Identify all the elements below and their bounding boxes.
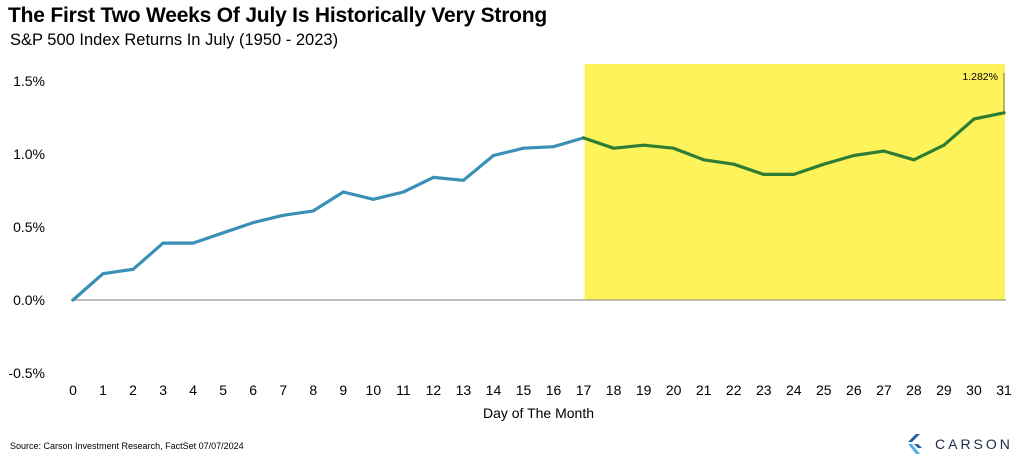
x-tick-label: 23 xyxy=(756,382,772,398)
line-chart: 1.5%1.0%0.5%0.0%-0.5%0 1 2 3 4 5 6 7 8 9 10 11 12 13 1… xyxy=(8,64,1012,421)
x-tick-label: 11 xyxy=(396,382,411,398)
x-tick-label: 12 xyxy=(426,382,442,398)
data-point xyxy=(942,143,946,147)
data-point xyxy=(71,298,75,302)
chart-title: The First Two Weeks Of July Is Historica… xyxy=(8,4,548,27)
y-tick-label: 1.0% xyxy=(13,146,45,162)
chart-subtitle: S&P 500 Index Returns In July (1950 - 20… xyxy=(10,31,339,49)
y-tick-label: 1.5% xyxy=(13,73,45,89)
x-tick-label: 5 xyxy=(219,382,227,398)
x-tick-label: 3 xyxy=(159,382,167,398)
x-tick-label: 1 xyxy=(99,382,107,398)
x-tick-label: 28 xyxy=(906,382,922,398)
data-point xyxy=(582,136,586,140)
data-point xyxy=(882,149,886,153)
x-tick-label: 6 xyxy=(249,382,257,398)
x-tick-label: 14 xyxy=(486,382,502,398)
y-tick-label: -0.5% xyxy=(8,365,45,381)
x-tick-label: 7 xyxy=(279,382,287,398)
data-point xyxy=(852,153,856,157)
data-point xyxy=(311,209,315,213)
data-point xyxy=(612,146,616,150)
highlight-band xyxy=(584,64,1005,300)
data-point xyxy=(521,146,525,150)
x-tick-label: 0 xyxy=(69,382,77,398)
data-point xyxy=(672,146,676,150)
x-tick-label: 29 xyxy=(936,382,952,398)
data-point xyxy=(491,153,495,157)
data-point xyxy=(161,241,165,245)
x-tick-label: 13 xyxy=(456,382,472,398)
y-tick-label: 0.0% xyxy=(13,292,45,308)
data-point xyxy=(431,175,435,179)
x-tick-label: 20 xyxy=(666,382,682,398)
source-note: Source: Carson Investment Research, Fact… xyxy=(10,441,244,451)
data-point xyxy=(461,178,465,182)
x-tick-label: 2 xyxy=(129,382,137,398)
data-point xyxy=(101,272,105,276)
x-tick-label: 31 xyxy=(996,382,1012,398)
x-tick-label: 16 xyxy=(546,382,562,398)
data-point xyxy=(912,158,916,162)
x-tick-label: 22 xyxy=(726,382,742,398)
carson-logo-icon xyxy=(908,434,922,454)
data-point xyxy=(642,143,646,147)
data-point xyxy=(972,117,976,121)
data-point xyxy=(401,190,405,194)
x-tick-label: 26 xyxy=(846,382,862,398)
x-tick-label: 18 xyxy=(606,382,622,398)
x-tick-label: 27 xyxy=(876,382,892,398)
data-point xyxy=(371,197,375,201)
x-tick-label: 24 xyxy=(786,382,802,398)
x-tick-label: 21 xyxy=(696,382,712,398)
x-tick-label: 25 xyxy=(816,382,832,398)
x-tick-label: 17 xyxy=(576,382,592,398)
x-tick-label: 4 xyxy=(189,382,197,398)
carson-logo: CARSON xyxy=(905,432,1013,456)
x-tick-label: 9 xyxy=(339,382,347,398)
data-point xyxy=(762,172,766,176)
data-point xyxy=(191,241,195,245)
data-point xyxy=(702,158,706,162)
series-line-pre-highlight xyxy=(71,136,586,302)
x-tick-label: 19 xyxy=(636,382,652,398)
annotation-label: 1.282% xyxy=(962,71,998,83)
data-point xyxy=(792,172,796,176)
data-point xyxy=(552,145,556,149)
data-point xyxy=(822,162,826,166)
y-tick-label: 0.5% xyxy=(13,219,45,235)
x-tick-label: 15 xyxy=(516,382,532,398)
data-point xyxy=(281,213,285,217)
x-tick-label: 30 xyxy=(966,382,982,398)
data-point xyxy=(131,267,135,271)
x-axis-title: Day of The Month xyxy=(483,405,594,421)
carson-logo-text: CARSON xyxy=(935,436,1013,452)
data-point xyxy=(221,231,225,235)
data-point xyxy=(251,221,255,225)
data-point xyxy=(341,190,345,194)
x-tick-label: 8 xyxy=(309,382,317,398)
data-point xyxy=(732,162,736,166)
x-tick-label: 10 xyxy=(366,382,382,398)
